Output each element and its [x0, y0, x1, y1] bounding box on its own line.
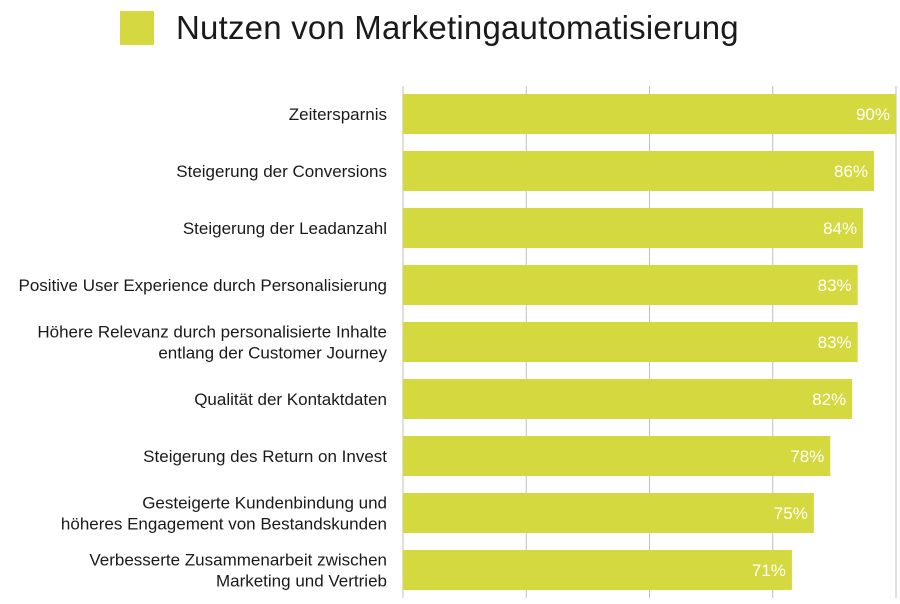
category-label-line: Steigerung des Return on Invest — [143, 447, 387, 466]
category-label: Höhere Relevanz durch personalisierte In… — [37, 323, 387, 363]
value-label: 86% — [834, 162, 868, 181]
value-label: 84% — [823, 219, 857, 238]
value-label: 83% — [818, 276, 852, 295]
category-label-line: Gesteigerte Kundenbindung und — [142, 494, 387, 513]
category-label-line: Qualität der Kontaktdaten — [194, 390, 387, 409]
bar — [403, 493, 814, 533]
category-label-line: Steigerung der Conversions — [176, 162, 387, 181]
bar — [403, 436, 831, 476]
category-labels: Zeitersparnis Steigerung der Conversions S… — [18, 105, 387, 591]
category-label-line: Verbesserte Zusammenarbeit zwischen — [89, 551, 387, 570]
category-label: Qualität der Kontaktdaten — [194, 390, 387, 409]
bars: 90% 86% 84% 83% 83% 82% 78% 75% 71% — [403, 94, 896, 590]
bar — [403, 322, 858, 362]
bar — [403, 550, 792, 590]
bar — [403, 379, 853, 419]
value-label: 78% — [790, 447, 824, 466]
category-label-line: Höhere Relevanz durch personalisierte In… — [37, 323, 387, 342]
value-label: 90% — [856, 105, 890, 124]
category-label: Steigerung des Return on Invest — [143, 447, 387, 466]
legend-swatch — [120, 11, 154, 45]
value-label: 83% — [818, 333, 852, 352]
category-label: Steigerung der Leadanzahl — [183, 219, 387, 238]
category-label: Gesteigerte Kundenbindung und höheres Eng… — [61, 494, 387, 534]
bar — [403, 265, 858, 305]
category-label-line: entlang der Customer Journey — [158, 344, 387, 363]
value-label: 82% — [812, 390, 846, 409]
bar — [403, 151, 875, 191]
category-label: Zeitersparnis — [289, 105, 387, 124]
category-label-line: Zeitersparnis — [289, 105, 387, 124]
category-label: Positive User Experience durch Personali… — [18, 276, 387, 295]
category-label: Steigerung der Conversions — [176, 162, 387, 181]
bar — [403, 208, 864, 248]
chart-title: Nutzen von Marketingautomatisierung — [176, 9, 739, 46]
category-label-line: Marketing und Vertrieb — [216, 572, 387, 591]
category-label-line: Positive User Experience durch Personali… — [18, 276, 387, 295]
category-label-line: Steigerung der Leadanzahl — [183, 219, 387, 238]
category-label: Verbesserte Zusammenarbeit zwischen Marke… — [89, 551, 387, 591]
category-label-line: höheres Engagement von Bestandskunden — [61, 515, 387, 534]
bar — [403, 94, 896, 134]
value-label: 71% — [752, 561, 786, 580]
chart-header: Nutzen von Marketingautomatisierung — [120, 8, 739, 48]
value-label: 75% — [774, 504, 808, 523]
